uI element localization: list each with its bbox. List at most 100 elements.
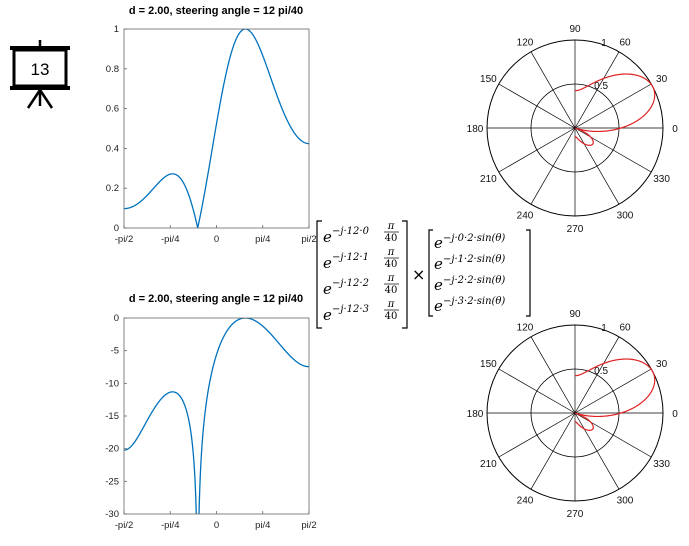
- steer-index: 1: [363, 252, 369, 263]
- times-sign: ×: [412, 265, 425, 284]
- steer-dot: ·: [359, 304, 362, 315]
- polar-spoke: [498, 127, 576, 173]
- presentation-board-icon: 13: [10, 40, 70, 109]
- y-tick-label: 0.4: [106, 143, 119, 154]
- x-tick-label: -pi/4: [161, 234, 179, 245]
- steer-prefix: −j·: [332, 252, 347, 263]
- slide-number: 13: [31, 60, 50, 79]
- polar-spoke: [574, 412, 620, 490]
- array-base: e: [434, 255, 443, 273]
- array-factor-db-chart: d = 2.00, steering angle = 12 pi/40 -30-…: [105, 293, 316, 531]
- polar-spoke: [574, 336, 620, 414]
- array-factor-linear-chart: d = 2.00, steering angle = 12 pi/40 0 0.2…: [106, 5, 317, 245]
- steer-base: e: [323, 254, 332, 272]
- polar-pattern-line: [574, 358, 656, 431]
- steer-prefix: −j·: [332, 226, 347, 237]
- steer-base: e: [323, 280, 332, 298]
- radial-tick-label: 0.5: [594, 366, 608, 377]
- chart-title: d = 2.00, steering angle = 12 pi/40: [129, 5, 303, 17]
- matrix-bracket-left: [316, 220, 322, 329]
- steering-term: e −j·12·1 π40: [323, 247, 399, 272]
- array-exponent: −j·1·2·sin(θ): [443, 254, 505, 265]
- steer-dot: ·: [359, 226, 362, 237]
- frac-numerator: π: [387, 247, 395, 258]
- array-exponent: −j·0·2·sin(θ): [443, 233, 505, 244]
- steer-angle: 12: [347, 278, 360, 289]
- x-tick-label: pi/2: [301, 520, 316, 531]
- y-tick-label: 0.2: [106, 183, 119, 194]
- polar-pattern-bottom: 0 30 60 90 120 150 180 210 240 270 300 330 0.5 1: [467, 309, 679, 520]
- steer-base: e: [323, 306, 332, 324]
- array-exponent: −j·3·2·sin(θ): [443, 296, 505, 307]
- steering-term: e −j·12·2 π40: [323, 273, 399, 298]
- polar-spoke: [574, 368, 652, 414]
- angle-tick-label: 90: [569, 309, 581, 320]
- angle-tick-label: 60: [619, 37, 631, 48]
- vector-bracket-right: [526, 229, 531, 317]
- polar-spoke: [530, 127, 576, 205]
- steer-dot: ·: [359, 278, 362, 289]
- angle-tick-label: 0: [672, 409, 678, 420]
- angle-tick-label: 60: [619, 322, 631, 333]
- array-term: e −j·3·2·sin(θ): [434, 296, 505, 315]
- angle-tick-label: 210: [480, 459, 497, 470]
- y-tick-label: 0: [114, 313, 119, 324]
- polar-spoke: [498, 83, 576, 129]
- steer-index: 2: [362, 278, 369, 289]
- steer-angle: 12: [347, 226, 360, 237]
- frac-numerator: π: [387, 273, 395, 284]
- x-tick-label: -pi/2: [115, 520, 133, 531]
- array-base: e: [434, 297, 443, 315]
- vector-bracket-left: [428, 229, 433, 317]
- polar-spoke: [530, 336, 576, 414]
- matrix-bracket-right: [402, 220, 408, 329]
- angle-tick-label: 120: [517, 37, 534, 48]
- array-base: e: [434, 234, 443, 252]
- x-tick-label: pi/4: [255, 520, 270, 531]
- steer-index: 3: [363, 304, 369, 315]
- polar-spoke: [530, 51, 576, 129]
- polar-spoke: [498, 368, 576, 414]
- steer-base: e: [323, 228, 332, 246]
- array-term: e −j·1·2·sin(θ): [434, 254, 505, 273]
- frac-denominator: 40: [385, 285, 398, 296]
- x-tick-label: -pi/2: [115, 234, 133, 245]
- angle-tick-label: 300: [617, 496, 634, 507]
- angle-tick-label: 150: [480, 74, 497, 85]
- array-term: e −j·0·2·sin(θ): [434, 233, 505, 252]
- steer-exponent: −j·12·1: [332, 252, 369, 263]
- angle-tick-label: 300: [617, 211, 634, 222]
- steer-exponent: −j·12·2: [332, 278, 369, 289]
- y-tick-label: -10: [105, 378, 119, 389]
- angle-tick-label: 210: [480, 174, 497, 185]
- steer-prefix: −j·: [332, 304, 347, 315]
- angle-tick-label: 30: [656, 359, 668, 370]
- angle-tick-label: 90: [569, 24, 581, 35]
- polar-spoke: [498, 412, 576, 458]
- x-tick-label: pi/4: [255, 234, 270, 245]
- polar-spoke: [574, 51, 620, 129]
- array-term: e −j·2·2·sin(θ): [434, 275, 505, 294]
- frac-denominator: 40: [385, 259, 398, 270]
- x-tick-label: -pi/4: [161, 520, 179, 531]
- x-tick-label: pi/2: [301, 234, 316, 245]
- x-tick-label: 0: [214, 234, 219, 245]
- angle-tick-label: 270: [567, 224, 584, 235]
- steer-angle: 12: [347, 252, 360, 263]
- steer-angle: 12: [347, 304, 360, 315]
- plot-frame: [123, 28, 310, 229]
- y-tick-label: 1: [114, 24, 119, 35]
- polar-spoke: [574, 83, 652, 129]
- y-tick-label: -25: [105, 476, 119, 487]
- steering-term: e −j·12·0 π40: [323, 221, 399, 246]
- angle-tick-label: 120: [517, 322, 534, 333]
- steer-prefix: −j·: [332, 278, 347, 289]
- steer-dot: ·: [359, 252, 362, 263]
- chart-title: d = 2.00, steering angle = 12 pi/40: [129, 293, 303, 305]
- angle-tick-label: 0: [672, 124, 678, 135]
- series-line: [124, 318, 309, 514]
- y-tick-label: 0: [114, 223, 119, 234]
- frac-numerator: π: [387, 299, 395, 310]
- angle-tick-label: 30: [656, 74, 668, 85]
- radial-tick-label: 0.5: [594, 81, 608, 92]
